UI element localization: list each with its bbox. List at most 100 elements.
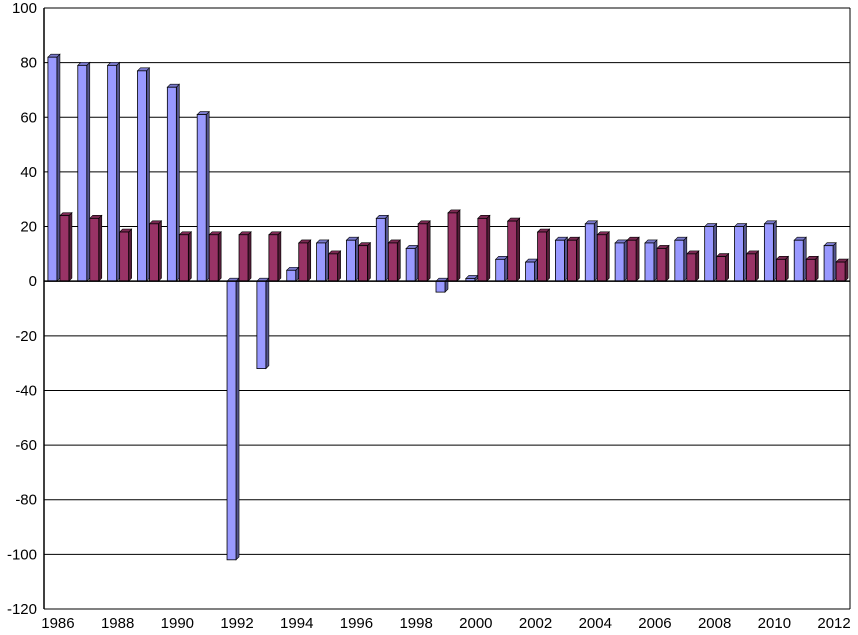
bar-side (384, 214, 389, 282)
bar (524, 258, 539, 282)
bar-side (217, 231, 222, 282)
bar (387, 239, 402, 282)
bar (656, 244, 670, 282)
x-tick-label: 1996 (340, 615, 373, 632)
y-tick-label: -60 (15, 437, 37, 454)
bar-front (626, 239, 637, 282)
bar-side (773, 220, 777, 282)
bar (417, 220, 431, 282)
bar-side (235, 277, 240, 561)
bar (626, 236, 640, 282)
bar (835, 258, 849, 282)
bar-front (298, 242, 309, 282)
x-tick-label: 1986 (41, 615, 74, 632)
bar (614, 239, 628, 282)
bar-side (205, 110, 210, 282)
bar-front (567, 239, 577, 282)
bar-side (534, 258, 538, 282)
bar-front (793, 239, 804, 282)
bar (238, 231, 252, 282)
bar (477, 214, 491, 282)
bar (208, 231, 222, 282)
bar-front (268, 234, 279, 282)
bar-front (823, 245, 834, 282)
bar-side (325, 239, 329, 282)
bar (745, 250, 760, 282)
bar-front (775, 258, 786, 282)
bar-front (119, 231, 130, 282)
x-tick-label: 2004 (579, 615, 612, 632)
bar (298, 239, 312, 282)
bar-side (516, 217, 521, 282)
bar-front (149, 223, 159, 282)
bar (596, 231, 610, 282)
bar-side (695, 250, 700, 282)
bar (447, 209, 461, 282)
x-tick-label: 2002 (519, 615, 552, 632)
bar (435, 277, 449, 293)
bar-side (68, 211, 73, 282)
bar (196, 110, 210, 282)
bar-front (375, 217, 386, 282)
bar (77, 61, 91, 282)
bar-side (456, 209, 461, 282)
grid-lines (44, 7, 850, 610)
bar-side (743, 222, 747, 282)
bar-side (56, 53, 61, 282)
bar (268, 231, 282, 282)
bar (823, 241, 837, 282)
bar-side (396, 239, 401, 282)
bar-front (358, 245, 368, 282)
bar-front (208, 234, 219, 282)
bar (106, 61, 121, 282)
bar (47, 53, 61, 282)
bar (286, 266, 300, 282)
y-tick-label: 80 (20, 55, 37, 72)
bar (327, 250, 342, 282)
bar-front (166, 86, 177, 282)
bar-side (564, 236, 568, 282)
bar-front (686, 253, 697, 282)
bar (375, 214, 390, 282)
bar-side (605, 231, 610, 282)
bar-side (367, 241, 371, 282)
bar-front (746, 253, 756, 282)
bar-front (238, 234, 249, 282)
bar-side (504, 255, 509, 282)
bar-front (286, 269, 297, 282)
bar-front (89, 217, 100, 282)
bar (465, 274, 479, 282)
x-tick-label: 2012 (817, 615, 850, 632)
bar (345, 236, 360, 282)
bar-front (387, 242, 398, 282)
y-tick-label: -120 (7, 601, 37, 618)
bar (506, 217, 521, 282)
bar (148, 220, 163, 282)
bar-front (614, 242, 625, 282)
bar-front (196, 114, 207, 282)
bar-front (555, 239, 565, 282)
bar-front (507, 220, 518, 282)
y-tick-label: 40 (20, 164, 37, 181)
bar-front (674, 239, 685, 282)
x-tick-label: 2008 (698, 615, 731, 632)
bar (226, 277, 240, 561)
bar-front (226, 280, 237, 561)
bar-front (644, 242, 655, 282)
bar-front (256, 280, 267, 370)
bar (256, 277, 270, 370)
bar-front (734, 226, 744, 282)
bar (405, 244, 419, 282)
bar (793, 236, 807, 282)
bar-front (447, 212, 458, 282)
bar (566, 236, 581, 282)
x-tick-label: 1990 (161, 615, 194, 632)
bar (59, 211, 73, 282)
bar-front (763, 223, 774, 282)
bar-side (635, 236, 640, 282)
bar (118, 228, 133, 282)
bar (357, 241, 372, 282)
bar-side (98, 214, 103, 282)
bar-side (247, 231, 252, 282)
bar-front (584, 223, 595, 282)
